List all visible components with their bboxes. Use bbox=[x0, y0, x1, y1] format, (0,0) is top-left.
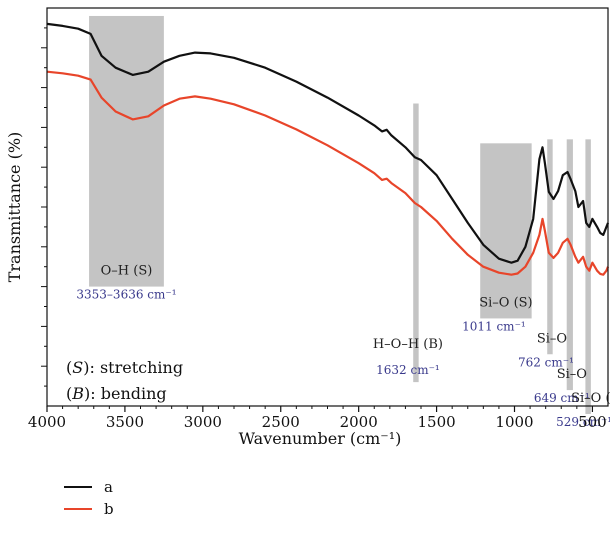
band-3 bbox=[547, 139, 553, 355]
series-line-b bbox=[46, 70, 610, 276]
band-label-3: Si–O bbox=[537, 331, 567, 346]
x-tick-label-6: 1000 bbox=[495, 413, 533, 431]
legend-label-a: a bbox=[104, 478, 113, 496]
x-tick-label-5: 1500 bbox=[417, 413, 455, 431]
series-layer bbox=[46, 22, 610, 276]
band-0 bbox=[89, 15, 164, 287]
band-2 bbox=[480, 143, 532, 319]
x-tick-label-4: 2000 bbox=[340, 413, 378, 431]
band-wavenumber-5: 529 cm⁻¹ bbox=[556, 415, 610, 429]
x-tick-label-7: 500 bbox=[578, 413, 607, 431]
band-wavenumber-0: 3353–3636 cm⁻¹ bbox=[76, 288, 176, 302]
band-label-2: Si–O (S) bbox=[479, 295, 532, 310]
ticks-layer: 4000 3500 3000 2500 2000 1500 1000 500 bbox=[28, 27, 607, 431]
band-labels-layer: O–H (S) 3353–3636 cm⁻¹ H–O–H (B) 1632 cm⁻¹ S… bbox=[76, 264, 610, 429]
x-tick-label-1: 3500 bbox=[106, 413, 144, 431]
note-0: (S): stretching bbox=[66, 358, 183, 377]
band-5 bbox=[585, 139, 591, 414]
band-label-0: O–H (S) bbox=[101, 264, 153, 279]
note-1: (B): bending bbox=[66, 384, 167, 403]
band-wavenumber-1: 1632 cm⁻¹ bbox=[376, 363, 440, 377]
band-wavenumber-2: 1011 cm⁻¹ bbox=[462, 319, 526, 333]
x-tick-label-0: 4000 bbox=[28, 413, 66, 431]
band-label-4: Si–O bbox=[557, 367, 587, 382]
band-label-1: H–O–H (B) bbox=[373, 337, 443, 352]
y-axis-title: Transmittance (%) bbox=[5, 132, 24, 283]
legend-label-b: b bbox=[104, 500, 114, 518]
band-label-5: Si–O (B) bbox=[571, 391, 610, 406]
x-axis-title: Wavenumber (cm⁻¹) bbox=[239, 429, 402, 448]
band-wavenumber-3: 762 cm⁻¹ bbox=[518, 355, 574, 369]
x-tick-label-2: 3000 bbox=[184, 413, 222, 431]
x-tick-label-3: 2500 bbox=[262, 413, 300, 431]
bands-layer bbox=[89, 15, 591, 414]
band-wavenumber-4: 649 cm⁻¹ bbox=[534, 391, 590, 405]
series-line-a bbox=[46, 22, 610, 264]
notes-layer: (S): stretching (B): bending bbox=[66, 358, 183, 403]
band-4 bbox=[566, 139, 573, 391]
band-1 bbox=[413, 103, 419, 383]
legend: ab bbox=[64, 478, 114, 518]
